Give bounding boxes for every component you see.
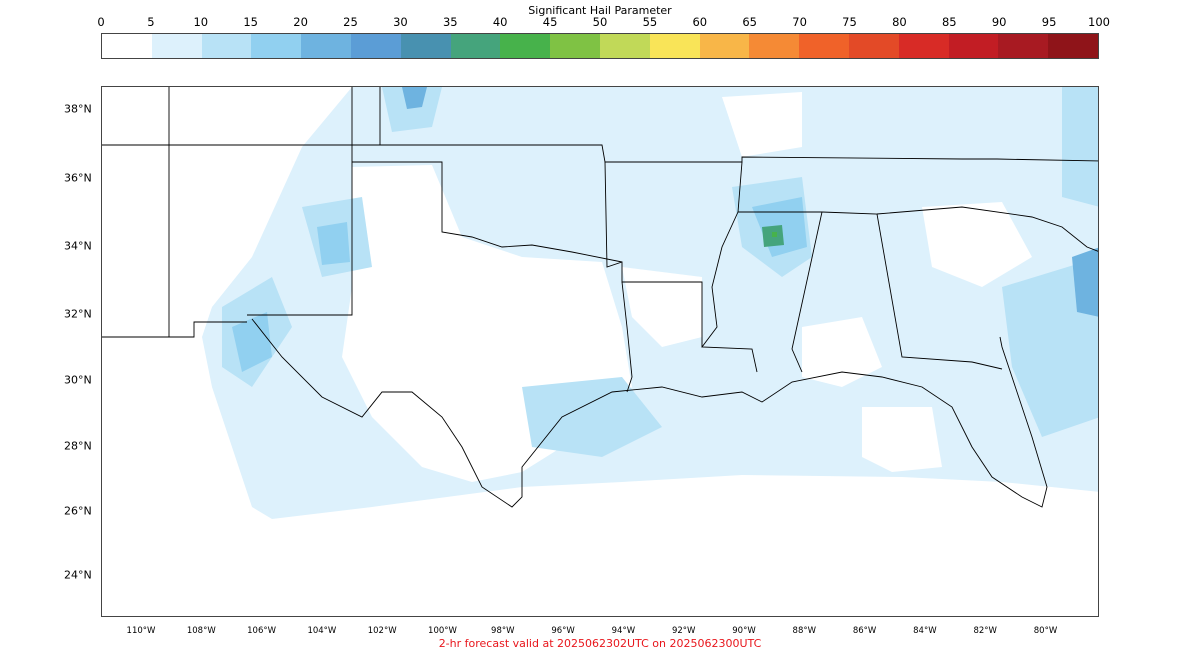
state-border [102,321,247,338]
colorbar-tick-label: 5 [147,15,155,29]
latitude-label: 24°N [64,568,92,582]
colorbar-tick-label: 90 [991,15,1007,29]
colorbar-segment [151,34,202,58]
colorbar-segment [550,34,600,58]
longitude-label: 86°W [852,626,877,636]
state-border [821,211,1003,370]
longitude-label: 92°W [671,626,696,636]
colorbar-tick-label: 0 [97,15,105,29]
longitude-label: 100°W [428,626,457,636]
colorbar-tick-label: 55 [642,15,658,29]
latitude-label: 26°N [64,504,92,518]
longitude-label: 94°W [611,626,636,636]
state-border [604,161,703,347]
colorbar-segment [201,34,252,58]
longitude-label: 104°W [307,626,337,636]
colorbar-segment [649,34,700,58]
longitude-label: 98°W [491,626,515,636]
colorbar-segment [1048,34,1098,58]
latitude-label: 34°N [64,239,92,253]
colorbar-segment [948,34,999,58]
longitude-label: 84°W [913,626,937,636]
value-patch [402,87,427,109]
colorbar-segment [898,34,949,58]
colorbar-tick-label: 50 [592,15,608,29]
latitude-label: 36°N [64,171,92,185]
gap-region [922,202,1032,287]
colorbar-tick-label: 30 [393,15,408,29]
value-patch [1062,87,1098,207]
colorbar-tick-label: 35 [442,15,458,29]
forecast-valid-text: 2-hr forecast valid at 2025062302UTC on … [438,637,762,650]
colorbar-tick-label: 40 [492,15,508,29]
longitude-label: 96°W [551,626,575,636]
value-patch [317,222,350,265]
gap-region [862,407,942,472]
colorbar-segment [251,34,302,58]
longitude-label: 110°W [126,626,156,636]
colorbar-tick-label: 70 [792,15,807,29]
colorbar-segment [799,34,849,58]
colorbar-tick-label: 75 [842,15,857,29]
colorbar-segment [500,34,551,58]
colorbar-tick-label: 15 [243,15,259,29]
longitude-label: 88°W [792,626,817,636]
longitude-label: 106°W [247,626,277,636]
longitude-label: 108°W [186,626,216,636]
value-patch [772,232,777,237]
state-border [621,281,633,393]
colorbar-ticks: 0 5 10 15 20 25 30 35 40 45 50 55 60 65 70 75 80 85 90 95 10… [97,15,1110,33]
map-panel [101,86,1099,617]
colorbar-tick-label: 20 [293,15,308,29]
value-patch [1002,257,1098,437]
longitude-label: 90°W [732,626,756,636]
colorbar-segment [301,34,351,58]
value-patch [522,377,662,457]
colorbar-tick-label: 95 [1041,15,1057,29]
state-border [701,211,758,373]
gap-region [622,267,702,347]
latitude-label: 32°N [64,307,92,321]
colorbar-segment [350,34,401,58]
hail-parameter-map [102,87,1098,519]
gap-region [802,317,882,387]
colorbar-tick-label: 25 [343,15,358,29]
latitude-label: 38°N [64,102,92,116]
colorbar-segment [599,34,650,58]
colorbar-segment [749,34,800,58]
longitude-label: 102°W [367,626,397,636]
colorbar-tick-label: 80 [892,15,907,29]
value-patch [382,87,442,132]
colorbar-tick-label: 65 [742,15,758,29]
colorbar-tick-label: 85 [941,15,957,29]
latitude-label: 30°N [64,373,92,387]
coastline [251,318,1048,508]
longitude-label: 82°W [973,626,997,636]
colorbar-segment [848,34,899,58]
value-patch [232,312,272,372]
colorbar-segment [102,34,152,58]
state-border [102,144,1098,163]
colorbar-tick-label: 100 [1088,15,1110,29]
colorbar-tick-label: 10 [193,15,209,29]
latitude-label: 28°N [64,439,92,453]
colorbar-tick-label: 60 [692,15,708,29]
colorbar-segment [998,34,1049,58]
colorbar-segment [400,34,451,58]
colorbar [101,33,1099,59]
value-patch [1072,247,1098,317]
colorbar-segment [699,34,750,58]
colorbar-segment [450,34,501,58]
gap-region [722,92,802,157]
colorbar-title: Significant Hail Parameter [528,4,672,17]
state-border [352,161,623,263]
longitude-label: 80°W [1033,626,1058,636]
state-border [876,206,1098,252]
colorbar-tick-label: 45 [542,15,558,29]
state-border [247,87,353,316]
